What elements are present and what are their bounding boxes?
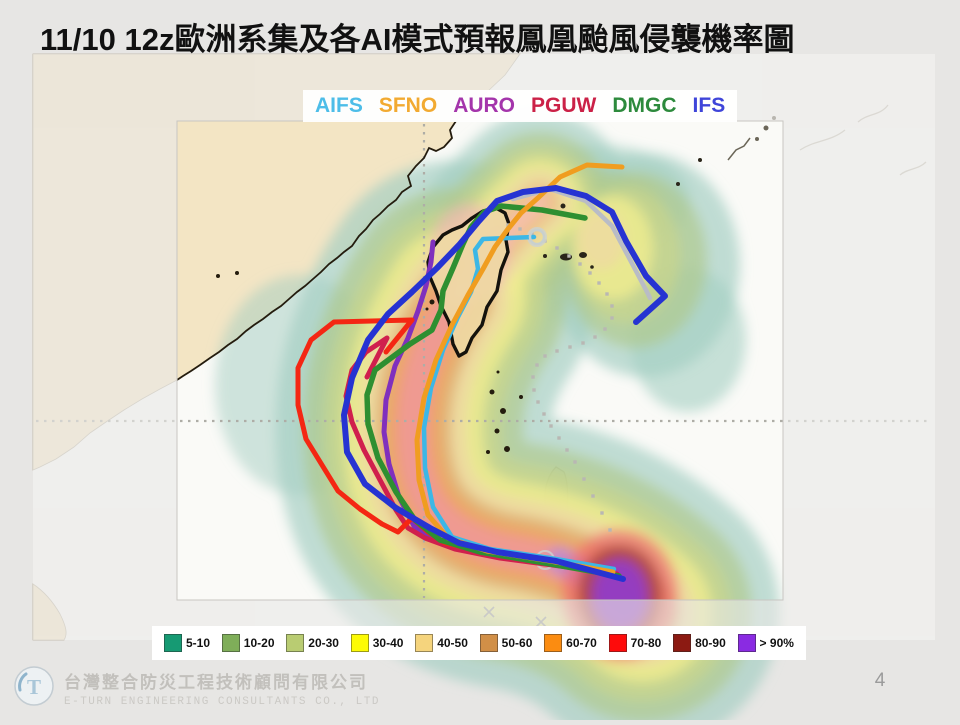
past-track-dot xyxy=(542,412,546,416)
past-track-dot xyxy=(591,494,595,498)
past-track-dot xyxy=(555,349,559,353)
past-track-dot xyxy=(531,375,535,379)
company-name-en: E-TURN ENGINEERING CONSULTANTS CO., LTD xyxy=(64,696,380,708)
prob-legend-item-4: 40-50 xyxy=(415,634,468,652)
prob-label: 5-10 xyxy=(186,636,211,650)
prob-label: > 90% xyxy=(759,636,794,650)
past-track-dot xyxy=(603,327,607,331)
past-track-dot xyxy=(567,254,571,258)
prob-legend-item-6: 60-70 xyxy=(544,634,597,652)
past-track-dot xyxy=(506,223,510,227)
past-track-dot xyxy=(536,400,540,404)
prob-color-swatch xyxy=(479,634,498,652)
past-track-dot xyxy=(557,436,561,440)
model-tracks xyxy=(295,162,668,582)
prob-label: 60-70 xyxy=(566,636,597,650)
prob-legend-item-2: 20-30 xyxy=(286,634,339,652)
prob-legend-item-1: 10-20 xyxy=(221,634,275,652)
taiwan-outline xyxy=(426,206,511,358)
company-name-zh: 台灣整合防災工程技術顧問有限公司 xyxy=(64,673,368,692)
prob-legend-item-7: 70-80 xyxy=(608,634,662,652)
china-coastline xyxy=(176,120,457,381)
aifs-end-marker xyxy=(528,228,546,246)
prob-label: 70-80 xyxy=(630,636,662,650)
model-legend: AIFS SFNO AURO PGUW DMGC IFS xyxy=(303,90,738,122)
model-legend-item-DMGC: DMGC xyxy=(612,94,677,117)
model-legend-item-IFS: IFS xyxy=(692,94,726,117)
past-track-dot xyxy=(549,424,553,428)
grid-lines xyxy=(36,124,932,598)
prob-legend-item-3: 30-40 xyxy=(350,634,404,652)
model-track-IFS xyxy=(341,185,668,582)
prob-label: 30-40 xyxy=(372,636,404,650)
slide-title: 11/10 12z歐洲系集及各AI模式預報鳳凰颱風侵襲機率圖 xyxy=(40,22,795,57)
company-logo: T xyxy=(14,666,54,706)
prob-legend-item-0: 5-10 xyxy=(164,634,210,652)
past-track-dot xyxy=(610,316,614,320)
past-track-dot xyxy=(593,335,597,339)
prob-color-swatch xyxy=(221,634,240,652)
past-track-dot xyxy=(568,345,572,349)
prob-label: 40-50 xyxy=(437,636,468,650)
past-track-dot xyxy=(597,281,601,285)
past-track-dot xyxy=(518,227,522,231)
model-legend-item-PGUW: PGUW xyxy=(531,94,597,117)
prob-color-swatch xyxy=(286,634,305,652)
model-legend-item-AURO: AURO xyxy=(453,94,516,117)
past-track-dot xyxy=(565,448,569,452)
past-track-dot xyxy=(608,528,612,532)
prob-color-swatch xyxy=(673,634,692,652)
past-track-dot xyxy=(543,354,547,358)
prob-legend-item-9: > 90% xyxy=(737,634,794,652)
prob-color-swatch xyxy=(415,634,434,652)
model-legend-item-SFNO: SFNO xyxy=(378,94,438,117)
prob-label: 80-90 xyxy=(695,636,726,650)
past-track-dot xyxy=(578,262,582,266)
prob-label: 20-30 xyxy=(308,636,339,650)
past-track-dot xyxy=(555,246,559,250)
prob-color-swatch xyxy=(164,634,182,652)
prob-label: 50-60 xyxy=(501,636,533,650)
footer: T 台灣整合防災工程技術顧問有限公司 E-TURN ENGINEERING CO… xyxy=(12,664,380,708)
past-track-dot xyxy=(610,304,614,308)
probability-legend: 5-10 10-20 20-30 30-40 40-50 50-60 60-70 70-80 8… xyxy=(152,626,806,660)
model-legend-item-AIFS: AIFS xyxy=(315,94,363,117)
past-track-dot xyxy=(600,511,604,515)
china-offshore-islets xyxy=(216,271,435,311)
past-track-dot xyxy=(573,460,577,464)
past-track-dot xyxy=(535,363,539,367)
prob-legend-item-8: 80-90 xyxy=(673,634,726,652)
aifs-end-circle xyxy=(528,228,546,246)
prob-label: 10-20 xyxy=(243,636,275,650)
prob-color-swatch xyxy=(544,634,563,652)
past-track-dot xyxy=(582,477,586,481)
past-track-dot xyxy=(532,388,536,392)
past-track-dot xyxy=(588,271,592,275)
prob-color-swatch xyxy=(608,634,627,652)
svg-text:T: T xyxy=(27,675,41,699)
prob-color-swatch xyxy=(737,634,756,652)
page-number: 4 xyxy=(874,670,886,691)
batanes-babuyan-islands xyxy=(486,370,523,454)
past-track-dot xyxy=(605,292,609,296)
prob-legend-item-5: 50-60 xyxy=(479,634,533,652)
past-track-dot xyxy=(581,341,585,345)
prob-color-swatch xyxy=(350,634,369,652)
